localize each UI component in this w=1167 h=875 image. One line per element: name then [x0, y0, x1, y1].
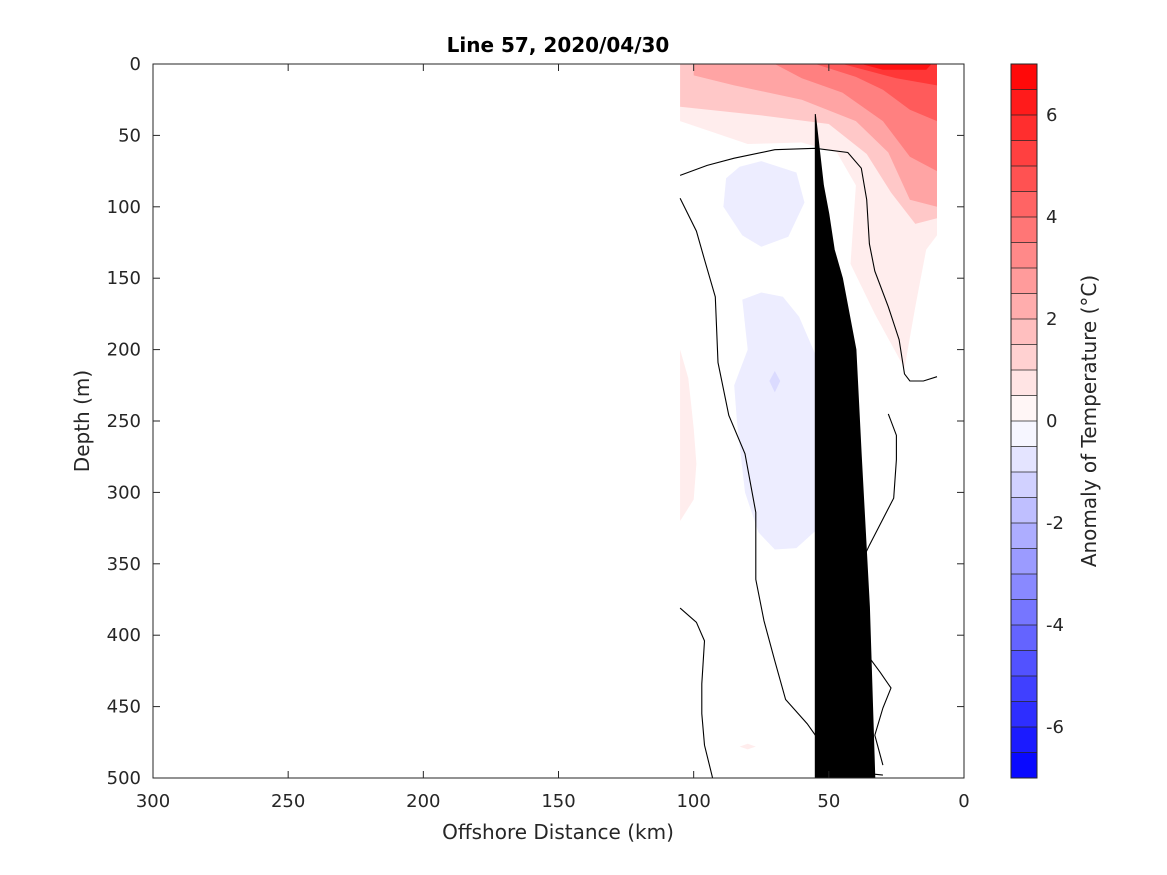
y-tick-label: 0 [130, 54, 141, 75]
colorbar-swatch [1011, 242, 1037, 268]
colorbar-swatch [1011, 523, 1037, 549]
colorbar-swatch [1011, 752, 1037, 778]
colorbar-tick-label: -6 [1046, 717, 1064, 738]
y-axis-ticks: 0 50 100 150 200 250 300 350 400 450 500 [107, 54, 964, 789]
y-tick-label: 100 [107, 197, 141, 218]
colorbar-swatch [1011, 344, 1037, 370]
bathymetry-seafloor [814, 113, 876, 778]
colorbar-tick-label: 4 [1046, 207, 1057, 228]
colorbar-swatch [1011, 574, 1037, 600]
x-tick-label: 150 [541, 791, 575, 812]
colorbar-swatch [1011, 166, 1037, 192]
colorbar: -6 -4 -2 0 2 4 6 Anomaly of Temperature (°C) [1010, 63, 1101, 779]
colorbar-tick-label: -2 [1046, 513, 1064, 534]
anomaly-fill-layer [680, 64, 937, 750]
colorbar-swatch [1011, 599, 1037, 625]
x-axis-ticks: 300 250 200 150 100 50 0 [136, 64, 970, 812]
y-tick-label: 150 [107, 268, 141, 289]
colorbar-swatch [1011, 140, 1037, 166]
colorbar-swatch [1011, 497, 1037, 523]
colorbar-swatches [1011, 64, 1037, 779]
y-tick-label: 500 [107, 768, 141, 789]
y-tick-label: 450 [107, 697, 141, 718]
y-tick-label: 200 [107, 340, 141, 361]
colorbar-swatch [1011, 217, 1037, 243]
colorbar-swatch [1011, 548, 1037, 574]
colorbar-frame [1010, 63, 1038, 779]
zero-contour-2 [679, 607, 714, 778]
colorbar-swatch [1011, 421, 1037, 447]
y-axis-label: Depth (m) [70, 370, 94, 472]
y-tick-label: 50 [118, 125, 141, 146]
chart-title: Line 57, 2020/04/30 [447, 33, 670, 57]
x-tick-label: 50 [817, 791, 840, 812]
colorbar-swatch [1011, 650, 1037, 676]
x-tick-label: 100 [676, 791, 710, 812]
anomaly-region-10 [769, 371, 781, 393]
anomaly-region-6 [861, 64, 932, 70]
colorbar-swatch [1011, 115, 1037, 141]
colorbar-tick-label: 2 [1046, 309, 1057, 330]
colorbar-tick-label: 6 [1046, 105, 1057, 126]
colorbar-swatch [1011, 472, 1037, 498]
colorbar-swatch [1011, 89, 1037, 115]
anomaly-region-8 [723, 161, 805, 247]
colorbar-swatch [1011, 64, 1037, 90]
colorbar-swatch [1011, 446, 1037, 472]
colorbar-swatch [1011, 625, 1037, 651]
y-tick-label: 250 [107, 411, 141, 432]
colorbar-swatch [1011, 268, 1037, 294]
colorbar-ticks: -6 -4 -2 0 2 4 6 [1046, 105, 1064, 738]
colorbar-swatch [1011, 319, 1037, 345]
colorbar-swatch [1011, 395, 1037, 421]
x-tick-label: 300 [136, 791, 170, 812]
bathymetry-layer [814, 113, 876, 778]
anomaly-region-7 [680, 349, 697, 521]
x-tick-label: 200 [406, 791, 440, 812]
colorbar-swatch [1011, 727, 1037, 753]
anomaly-region-11 [739, 743, 756, 750]
plot-area: 300 250 200 150 100 50 0 050100150200250300350… [107, 54, 970, 812]
x-tick-label: 250 [271, 791, 305, 812]
x-axis-label: Offshore Distance (km) [442, 820, 674, 844]
y-tick-label: 300 [107, 482, 141, 503]
x-tick-label: 0 [958, 791, 969, 812]
colorbar-swatch [1011, 293, 1037, 319]
colorbar-swatch [1011, 191, 1037, 217]
y-tick-label: 400 [107, 625, 141, 646]
colorbar-swatch [1011, 370, 1037, 396]
colorbar-label: Anomaly of Temperature (°C) [1077, 275, 1101, 567]
zero-contour-0 [679, 147, 938, 382]
colorbar-swatch [1011, 701, 1037, 727]
colorbar-tick-label: -4 [1046, 615, 1064, 636]
y-tick-label: 350 [107, 554, 141, 575]
colorbar-tick-label: 0 [1046, 411, 1057, 432]
anomaly-region-9 [734, 292, 832, 550]
colorbar-swatch [1011, 676, 1037, 702]
